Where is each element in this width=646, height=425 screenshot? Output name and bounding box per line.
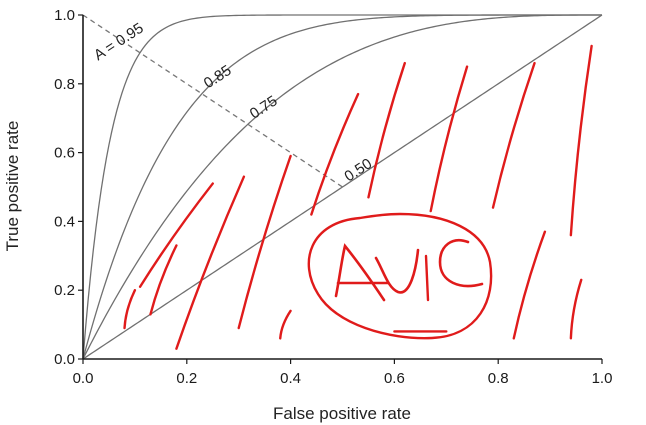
x-tick-label: 0.8: [488, 370, 509, 387]
roc-curves: [82, 14, 603, 360]
hatch-stroke: [279, 309, 292, 340]
tick-labels: 0.0 0.2 0.4 0.6 0.8 1.0 0.0 0.2 0.4 0.6 0.8 1.0: [54, 7, 612, 387]
hatch-stroke: [123, 289, 137, 330]
hatch-stroke: [491, 61, 536, 209]
roc-curve-085: [82, 14, 602, 360]
auc-letter-u: [374, 248, 420, 294]
x-tick-label: 0.2: [176, 370, 197, 387]
hatch-stroke: [367, 61, 406, 199]
y-tick-label: 0.8: [54, 76, 75, 93]
curve-label-085: 0.85: [201, 62, 235, 92]
curve-labels: A = 0.950.850.750.50: [91, 20, 375, 186]
dashed-guide-line: [82, 14, 343, 188]
hatch-stroke: [569, 278, 583, 340]
roc-curve-075: [82, 14, 602, 360]
handwritten-annotation: [123, 44, 593, 350]
x-tick-label: 0.4: [280, 370, 301, 387]
hatch-stroke: [310, 92, 360, 216]
y-axis-title: True positive rate: [3, 121, 22, 252]
auc-letter-stroke: [424, 254, 430, 302]
curve-label-075: 0.75: [247, 92, 281, 122]
y-tick-label: 0.0: [54, 351, 75, 368]
hatch-stroke: [429, 65, 469, 213]
x-tick-label: 0.0: [73, 370, 94, 387]
auc-ellipse: [307, 212, 493, 340]
y-tick-label: 0.4: [54, 213, 75, 230]
hatch-stroke: [149, 244, 178, 316]
axes: [78, 14, 603, 364]
auc-letter-c: [438, 239, 484, 288]
auc-letter-a: [334, 243, 386, 302]
y-tick-label: 0.6: [54, 145, 75, 162]
hatch-stroke: [138, 182, 214, 288]
x-axis-title: False positive rate: [273, 404, 411, 423]
hatch-stroke: [569, 44, 593, 237]
x-tick-label: 1.0: [592, 370, 613, 387]
hatch-stroke: [237, 154, 292, 330]
y-tick-label: 1.0: [54, 7, 75, 24]
auc-handwriting: [334, 239, 484, 302]
y-tick-label: 0.2: [54, 282, 75, 299]
x-tick-label: 0.6: [384, 370, 405, 387]
roc-curve-050: [82, 14, 603, 360]
curve-label-050: 0.50: [341, 155, 375, 185]
hatch-stroke: [512, 230, 547, 340]
hatch-stroke: [175, 175, 246, 350]
